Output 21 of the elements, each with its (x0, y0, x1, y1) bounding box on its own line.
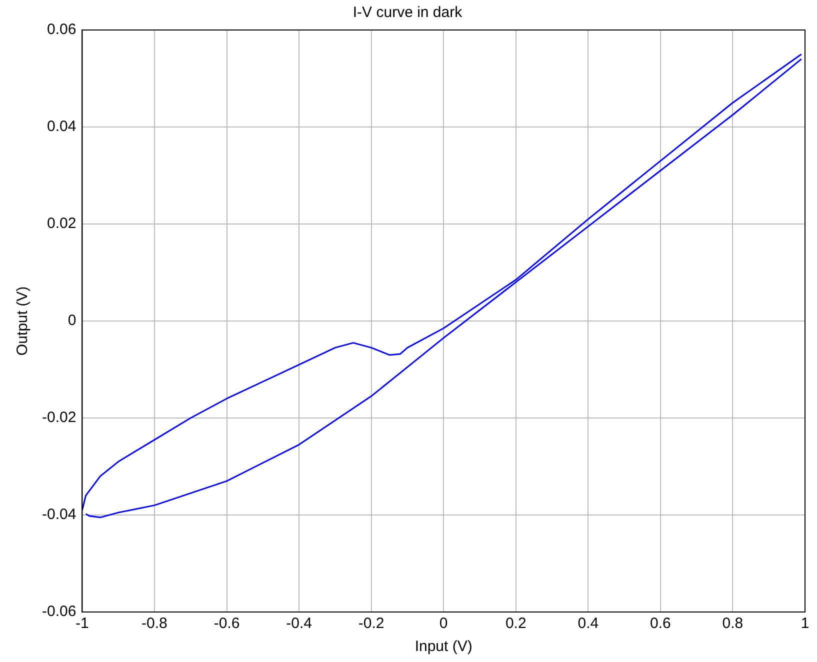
y-tick-label: 0.02 (46, 215, 76, 232)
x-tick-label: -1 (76, 615, 89, 632)
x-tick-label: 0 (439, 615, 448, 632)
x-tick-label: 0.4 (578, 615, 599, 632)
x-tick-label: -0.8 (142, 615, 168, 632)
y-tick-label: -0.06 (42, 603, 76, 620)
y-axis-title: Output (V) (14, 286, 32, 356)
x-tick-label: -0.2 (358, 615, 384, 632)
x-tick-label: 0.2 (505, 615, 526, 632)
x-tick-label: 0.8 (722, 615, 744, 632)
y-tick-label: -0.04 (42, 506, 76, 524)
y-tick-label: 0.04 (46, 118, 76, 136)
x-axis-title: Input (V) (414, 638, 472, 656)
y-tick-label: 0 (68, 312, 76, 330)
x-tick-label: 1 (800, 615, 810, 632)
x-tick-label: -0.4 (286, 615, 312, 632)
y-tick-label: -0.02 (42, 409, 76, 426)
x-tick-label: 0.6 (650, 615, 671, 632)
x-tick-label: -0.6 (214, 615, 240, 632)
y-tick-label: 0.06 (46, 21, 76, 38)
chart-title: I-V curve in dark (352, 4, 463, 22)
